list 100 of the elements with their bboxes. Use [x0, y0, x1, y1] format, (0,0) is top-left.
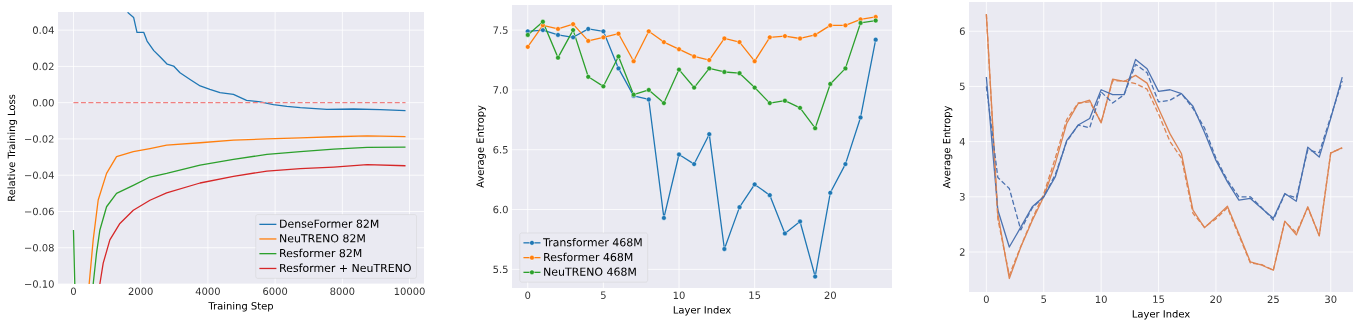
point [752, 58, 758, 64]
point [585, 38, 591, 44]
point [676, 151, 682, 158]
x-tick-label: 15 [1153, 295, 1165, 303]
point [797, 105, 803, 111]
point [873, 14, 879, 20]
legend-label: Resformer 82M [280, 248, 362, 258]
line-series [126, 12, 407, 112]
point [827, 22, 833, 28]
point [615, 31, 622, 37]
point [661, 100, 667, 106]
point [600, 28, 607, 34]
x-tick-label: 6000 [263, 287, 288, 296]
x-axis-title: Layer Index [1132, 309, 1190, 320]
point [706, 131, 712, 137]
point [646, 96, 652, 103]
y-tick-label: 0.02 [32, 62, 54, 71]
x-tick-label: 5 [1041, 295, 1047, 303]
y-tick-label: 6.5 [493, 145, 508, 154]
x-axis-title: Layer Index [673, 305, 731, 316]
point [736, 70, 743, 76]
point [676, 46, 682, 52]
x-tick-label: 10 [673, 291, 685, 300]
y-tick-label: 6 [959, 27, 965, 36]
point [600, 83, 607, 89]
point [691, 53, 697, 60]
point [661, 39, 667, 45]
x-tick-label: 10000 [394, 287, 425, 296]
x-tick-label: 15 [749, 291, 761, 299]
point [873, 17, 879, 24]
point [752, 84, 758, 91]
point [600, 34, 607, 40]
point [540, 27, 546, 33]
point [736, 39, 743, 45]
point [842, 65, 849, 72]
y-tick-label: 4 [959, 137, 965, 146]
x-tick-label: 0 [525, 291, 531, 300]
point [615, 53, 622, 60]
point [752, 181, 758, 188]
x-axis-title: Training Step [208, 301, 274, 312]
y-tick-label: −0.08 [25, 243, 54, 252]
y-tick-label: 0.00 [32, 98, 54, 107]
point [873, 37, 879, 43]
point [691, 84, 697, 91]
legend-label: Transformer 468M [543, 237, 642, 247]
point [842, 161, 849, 167]
point [797, 218, 803, 225]
point [782, 33, 788, 39]
x-tick-label: 20 [824, 291, 836, 300]
point [842, 22, 849, 28]
y-axis-title: Relative Training Loss [7, 94, 18, 201]
y-tick-label: 6.0 [493, 205, 508, 214]
point [782, 98, 788, 104]
legend-label: Resformer + NeuTRENO [280, 263, 411, 273]
point [782, 230, 788, 237]
x-tick-label: 0 [70, 287, 76, 296]
y-tick-label: 0.04 [32, 26, 54, 34]
point [706, 65, 712, 72]
point [721, 246, 728, 252]
y-tick-label: −0.06 [25, 207, 54, 216]
y-axis-title: Average Entropy [942, 105, 953, 189]
x-tick-label: 20 [1210, 295, 1222, 304]
point [525, 44, 531, 50]
point [570, 34, 576, 40]
point [827, 190, 833, 196]
y-tick-label: 5 [959, 82, 965, 91]
point [570, 27, 576, 33]
point [585, 74, 591, 80]
x-tick-label: 2000 [128, 287, 153, 296]
point [585, 26, 591, 32]
legend-label: NeuTRENO 82M [280, 234, 365, 243]
point [570, 21, 576, 27]
point [767, 100, 773, 106]
point [676, 66, 682, 73]
x-tick-label: 25 [1267, 295, 1279, 304]
point [630, 58, 637, 64]
point [857, 114, 864, 121]
point [797, 35, 803, 42]
point [555, 26, 561, 32]
x-tick-label: 30 [1325, 295, 1337, 304]
y-tick-label: 7.5 [493, 26, 508, 34]
legend-label: NeuTRENO 468M [544, 267, 636, 276]
point [691, 161, 697, 167]
y-tick-label: 5.5 [493, 265, 508, 274]
y-tick-label: 2 [959, 248, 965, 256]
y-tick-label: 3 [959, 193, 965, 201]
y-tick-label: −0.02 [25, 135, 54, 143]
y-tick-label: −0.04 [25, 171, 54, 179]
point [812, 125, 818, 131]
point [857, 20, 864, 26]
x-tick-label: 4000 [195, 287, 220, 296]
point [646, 87, 652, 93]
x-tick-label: 8000 [330, 287, 355, 296]
x-tick-label: 10 [1095, 295, 1107, 304]
point [555, 32, 561, 38]
point [767, 34, 773, 40]
point [706, 57, 712, 63]
point [767, 192, 773, 198]
point [555, 54, 561, 61]
legend-label: DenseFormer 82M [280, 219, 379, 228]
